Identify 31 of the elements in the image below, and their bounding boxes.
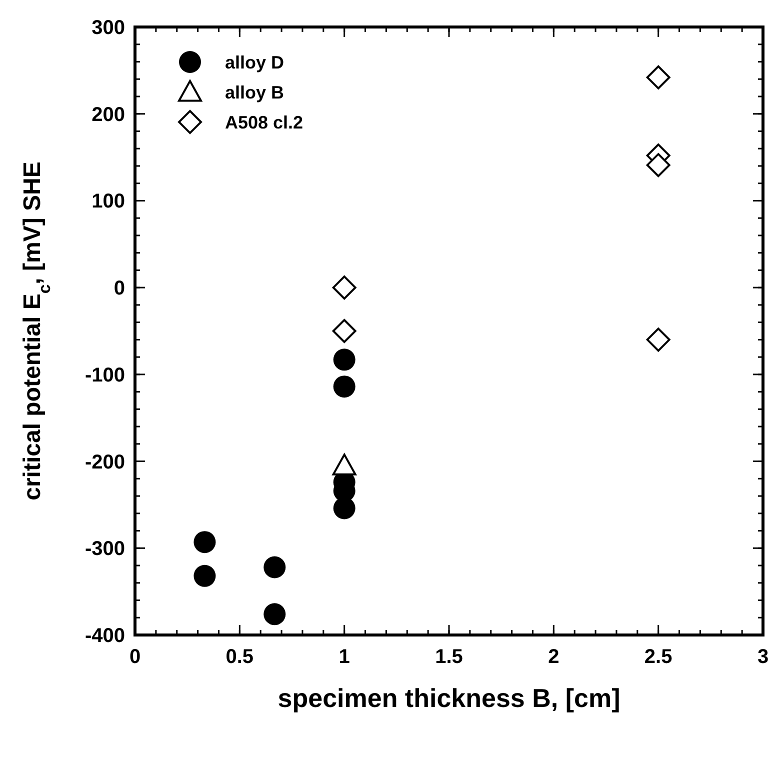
x-tick-label: 1.5 xyxy=(435,646,463,668)
point xyxy=(264,603,286,626)
x-tick-label: 3 xyxy=(757,646,769,668)
point xyxy=(646,328,670,352)
legend-label: A508 cl.2 xyxy=(225,112,304,132)
y-tick-label: -200 xyxy=(84,451,125,474)
x-tick-label: 1 xyxy=(338,646,350,668)
point xyxy=(332,276,356,300)
point xyxy=(333,376,356,398)
point xyxy=(646,65,670,90)
y-tick-label: 200 xyxy=(92,104,125,126)
point xyxy=(264,556,286,578)
legend-label: alloy B xyxy=(225,82,284,102)
point xyxy=(332,319,356,343)
point xyxy=(194,531,216,554)
x-tick-label: 2 xyxy=(548,646,560,668)
y-tick-label: 100 xyxy=(92,190,125,213)
x-tick-label: 0 xyxy=(129,646,141,668)
x-axis-title: specimen thickness B, [cm] xyxy=(278,683,620,713)
point xyxy=(646,153,670,178)
x-tick-label: 0.5 xyxy=(226,646,254,668)
y-tick-label: -100 xyxy=(84,364,125,386)
point xyxy=(332,454,356,476)
y-tick-label: 300 xyxy=(92,17,125,39)
y-tick-label: 0 xyxy=(114,278,125,300)
legend-label: alloy D xyxy=(225,52,284,72)
y-tick-label: -300 xyxy=(84,538,125,560)
point xyxy=(194,564,216,587)
x-tick-label: 2.5 xyxy=(644,646,672,668)
point xyxy=(333,348,356,371)
y-tick-label: -400 xyxy=(84,625,125,647)
